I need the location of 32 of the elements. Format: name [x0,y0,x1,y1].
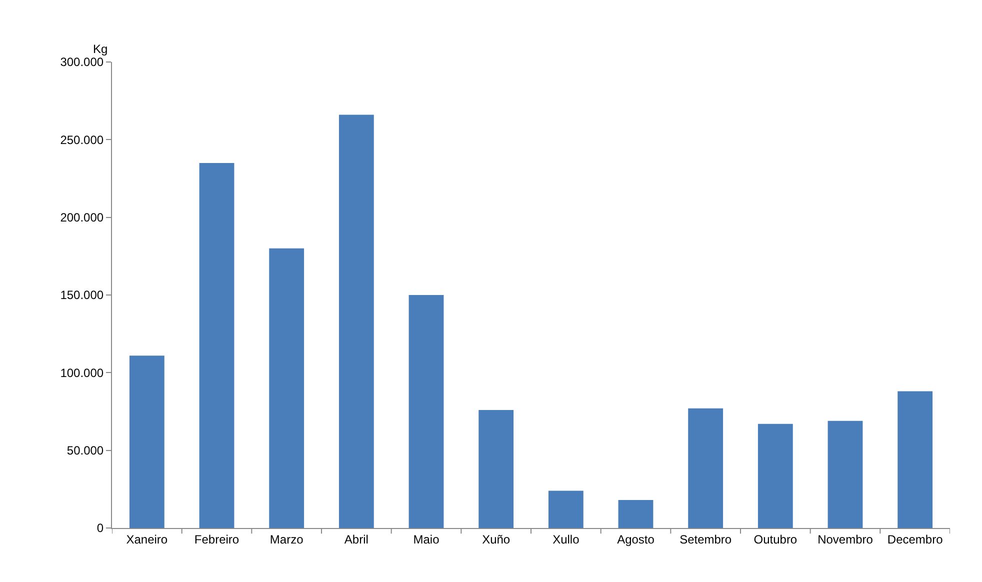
x-tick-label: Decembro [887,532,944,546]
bar [618,500,654,528]
y-tick-label: 300.000 [60,55,104,70]
x-tick-label: Novembro [818,532,874,546]
x-tick-label: Marzo [270,532,304,546]
x-tick-label: Xuño [482,532,510,546]
bar [199,162,234,528]
bar [548,490,584,528]
y-tick-label: 50.000 [66,444,104,458]
bar [338,114,374,528]
x-tick-label: Outubro [754,532,798,546]
bar [269,248,304,528]
bar [478,410,514,528]
y-axis-title: Kg [93,42,108,56]
y-tick-label: 150.000 [60,288,104,302]
x-tick-label: Setembro [680,532,732,546]
y-tick-label: 200.000 [60,210,104,225]
x-tick-label: Febreiro [194,532,240,546]
x-tick-label: Xaneiro [126,532,168,546]
x-tick-label: Xullo [552,532,580,546]
y-tick-label: 100.000 [60,366,104,380]
bar [408,295,444,528]
y-tick-label: 0 [96,521,104,536]
x-tick-label: Agosto [617,532,655,546]
bar [898,391,933,528]
bar [828,420,863,528]
bar [758,424,793,528]
x-tick-label: Maio [413,532,440,546]
y-tick-label: 250.000 [60,132,104,147]
bar [129,356,164,528]
bar [688,408,724,528]
x-tick-label: Abril [344,532,368,546]
